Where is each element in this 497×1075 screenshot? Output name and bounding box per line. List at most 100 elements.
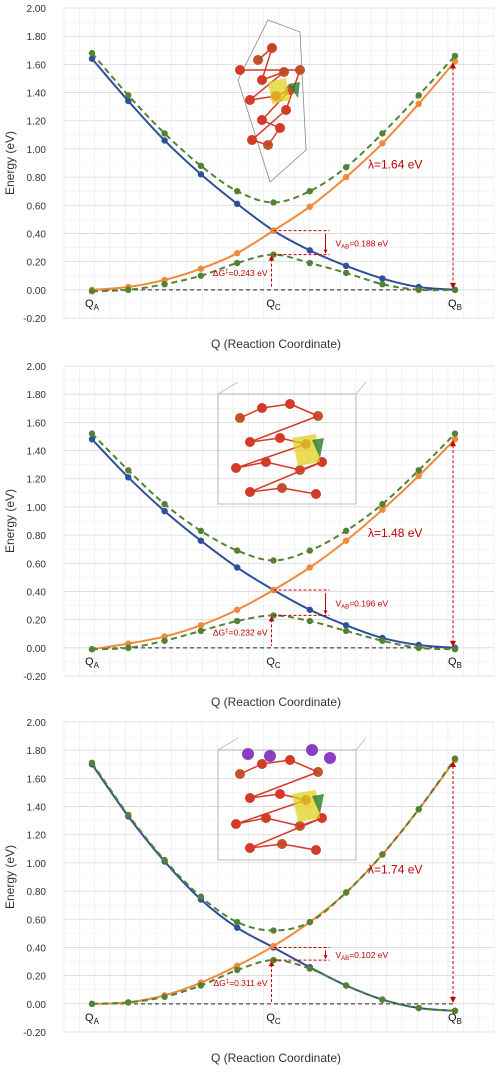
chart-panel-3: -0.20 0.00 0.20 0.40 0.60 0.80 1.00 1.20 1.40 1.6…: [0, 714, 497, 1070]
series-adiabatic-lower-point: [234, 259, 241, 267]
series-adiabatic-lower-point: [306, 617, 313, 625]
series-diabatic-b-point: [306, 203, 313, 210]
bond: [249, 843, 283, 849]
series-adiabatic-lower-point: [379, 637, 386, 644]
y-tick-label: 0.40: [27, 943, 47, 954]
series-diabatic-b-point: [270, 942, 277, 950]
series-adiabatic-upper-line: [91, 432, 456, 562]
y-tick-label: 1.00: [27, 859, 47, 870]
q-label: QC: [266, 298, 281, 312]
energy-chart-1: -0.20 0.00 0.20 0.40 0.60 0.80 1.00 1.20 1.40 1.6…: [3, 4, 495, 351]
atom-purple: [242, 748, 254, 760]
series-diabatic-b-point: [197, 622, 205, 629]
series-diabatic-b-point: [234, 249, 241, 257]
series-diabatic-a-point: [342, 622, 350, 629]
x-axis-label: Q (Reaction Coordinate): [211, 695, 341, 709]
series-adiabatic-upper-point: [379, 851, 386, 858]
series-adiabatic-lower-point: [197, 982, 205, 989]
series-adiabatic-upper-point: [342, 527, 350, 535]
series-adiabatic-upper-point: [234, 547, 241, 554]
cell-outline: [217, 749, 357, 861]
series-diabatic-b-point: [379, 140, 386, 147]
chart-panel-2: -0.20 0.00 0.20 0.40 0.60 0.80 1.00 1.20 1.40 1.6…: [0, 358, 497, 714]
series-adiabatic-upper-point: [125, 811, 132, 819]
series-adiabatic-lower-point: [415, 644, 422, 652]
y-tick-label: -0.20: [23, 672, 46, 683]
series-diabatic-a-point: [306, 247, 313, 254]
cell-edge: [355, 381, 367, 395]
series-adiabatic-upper-point: [197, 893, 205, 900]
vab-arrowhead: [323, 955, 328, 960]
q-label: QA: [85, 298, 100, 312]
y-tick-label: 1.80: [27, 32, 47, 43]
bond: [239, 407, 263, 419]
series-adiabatic-lower-point: [161, 993, 168, 1000]
x-axis-label: Q (Reaction Coordinate): [211, 337, 341, 351]
series-adiabatic-upper-point: [379, 500, 386, 508]
series-adiabatic-upper-point: [125, 467, 132, 474]
polyhedron-yellow: [292, 434, 320, 466]
series-adiabatic-upper-point: [161, 856, 168, 864]
y-tick-label: 1.60: [27, 418, 47, 429]
bond: [289, 759, 319, 773]
bond: [251, 139, 269, 146]
series-adiabatic-upper-point: [306, 547, 313, 554]
energy-chart-2: -0.20 0.00 0.20 0.40 0.60 0.80 1.00 1.20 1.40 1.6…: [3, 362, 495, 709]
series-adiabatic-upper-point: [234, 918, 241, 926]
energy-chart-3: -0.20 0.00 0.20 0.40 0.60 0.80 1.00 1.20 1.40 1.6…: [3, 718, 495, 1065]
series-adiabatic-lower-point: [197, 627, 205, 635]
series-adiabatic-upper-point: [88, 430, 96, 437]
cell-edge: [355, 737, 367, 751]
bond: [249, 437, 281, 443]
series-diabatic-b-point: [306, 564, 313, 571]
series-diabatic-b-point: [197, 265, 205, 272]
series-adiabatic-lower-point: [161, 280, 168, 288]
series-diabatic-a-line: [91, 763, 456, 1012]
series-adiabatic-lower-point: [234, 966, 241, 974]
crystal-structure-inset: [235, 19, 307, 183]
dg-arrowhead: [268, 616, 275, 622]
lambda-arrowhead: [450, 282, 456, 289]
dg-label: ΔG‡=0.311 eV: [213, 978, 267, 988]
lambda-label: λ=1.48 eV: [368, 526, 422, 540]
series-adiabatic-upper-point: [270, 927, 277, 934]
lambda-label: λ=1.64 eV: [368, 157, 422, 171]
q-label: QB: [448, 1012, 462, 1026]
y-tick-label: 2.00: [27, 4, 47, 15]
series-adiabatic-upper-point: [270, 557, 277, 564]
y-axis-label: Energy (eV): [3, 489, 17, 553]
lambda-arrowhead: [450, 996, 456, 1003]
q-label: QC: [266, 1012, 281, 1026]
series-adiabatic-upper-point: [451, 52, 459, 60]
y-tick-label: -0.20: [23, 1028, 46, 1039]
vab-label: VAB=0.102 eV: [336, 950, 389, 962]
series-adiabatic-lower-point: [415, 286, 422, 294]
polyhedron-green: [312, 438, 324, 458]
series-diabatic-b-point: [415, 472, 422, 480]
series-adiabatic-lower-point: [451, 646, 459, 653]
bond: [249, 817, 323, 849]
series-diabatic-a-point: [306, 606, 313, 613]
series-adiabatic-lower-point: [342, 982, 350, 989]
bond: [249, 71, 285, 101]
series-adiabatic-lower-point: [125, 644, 132, 652]
series-adiabatic-lower-point: [415, 1004, 422, 1012]
bond: [281, 843, 317, 851]
atom-purple: [306, 744, 318, 756]
series-adiabatic-lower-point: [451, 1007, 459, 1015]
series-diabatic-b-point: [342, 537, 350, 544]
lambda-arrowhead: [450, 761, 456, 768]
lambda-arrowhead: [450, 640, 456, 647]
y-tick-label: 1.00: [27, 503, 47, 514]
series-adiabatic-upper-point: [197, 162, 205, 170]
series-adiabatic-upper-point: [415, 92, 422, 99]
chart-panel-1: -0.20 0.00 0.20 0.40 0.60 0.80 1.00 1.20 1.40 1.6…: [0, 0, 497, 356]
y-tick-label: 0.60: [27, 915, 47, 926]
q-label: QC: [266, 656, 281, 670]
y-axis-label: Energy (eV): [3, 131, 17, 195]
series-adiabatic-upper-point: [415, 467, 422, 474]
series-adiabatic-lower-point: [125, 999, 132, 1006]
series-adiabatic-lower-point: [197, 272, 205, 279]
bond: [289, 403, 319, 417]
y-tick-label: 2.00: [27, 718, 47, 729]
